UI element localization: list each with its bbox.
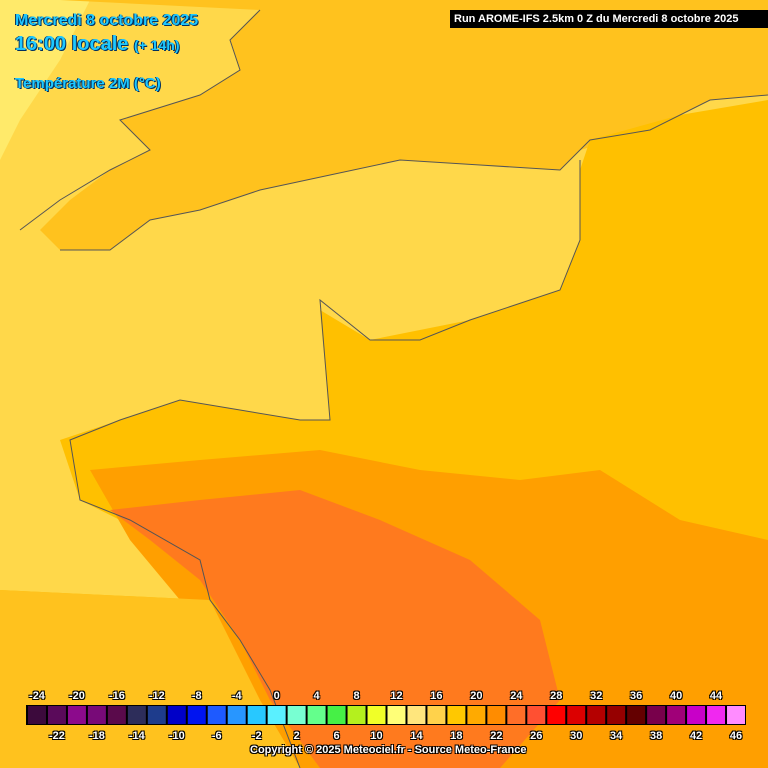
legend-swatch xyxy=(567,706,586,724)
england xyxy=(40,0,768,250)
legend-label: -16 xyxy=(108,690,125,702)
coast-uk xyxy=(19,9,261,231)
coast-france xyxy=(69,160,581,768)
legend-swatch xyxy=(327,706,346,724)
legend-label: 24 xyxy=(510,690,523,702)
legend-label: 28 xyxy=(550,690,563,702)
legend-swatch xyxy=(267,706,286,724)
legend-swatch xyxy=(347,706,366,724)
legend-label: 36 xyxy=(630,690,643,702)
legend-swatch xyxy=(387,706,406,724)
legend-label: 34 xyxy=(610,730,623,742)
legend-swatch xyxy=(407,706,426,724)
legend-swatch xyxy=(627,706,646,724)
legend-swatch xyxy=(87,706,106,724)
legend-frame xyxy=(26,705,746,725)
legend-label: 22 xyxy=(490,730,503,742)
date: Mercredi 8 octobre 2025 xyxy=(15,12,199,29)
coast-uk-south xyxy=(60,94,768,251)
legend-swatch xyxy=(367,706,386,724)
legend-swatch xyxy=(607,706,626,724)
legend-label: -10 xyxy=(168,730,185,742)
legend-label: 40 xyxy=(669,690,683,702)
legend-swatch xyxy=(467,706,486,724)
legend-swatch xyxy=(287,706,306,724)
legend-swatch xyxy=(107,706,126,724)
legend-label: -12 xyxy=(148,690,165,702)
legend-label: 42 xyxy=(689,730,703,742)
copyright: Copyright © 2025 Meteociel.fr - Source M… xyxy=(250,744,527,756)
legend-label: 14 xyxy=(410,730,423,742)
legend-label: 38 xyxy=(650,730,663,742)
legend-swatch xyxy=(67,706,86,724)
legend-swatch xyxy=(207,706,226,724)
legend-swatch xyxy=(127,706,146,724)
run-info: Run AROME-IFS 2.5km 0 Z du Mercredi 8 oc… xyxy=(450,10,768,28)
legend-label: 4 xyxy=(313,690,320,702)
legend-label: -14 xyxy=(128,730,145,742)
legend-label: -8 xyxy=(191,690,202,702)
legend-swatch xyxy=(527,706,546,724)
legend-label: 32 xyxy=(590,690,603,702)
legend-label: -20 xyxy=(68,690,85,702)
legend-label: 0 xyxy=(273,690,280,702)
coastlines xyxy=(19,9,768,768)
legend-label: -24 xyxy=(29,690,45,702)
cool-sea xyxy=(0,0,90,160)
time-value: 16:00 locale xyxy=(15,33,129,55)
legend-swatch xyxy=(47,706,66,724)
legend-label: 12 xyxy=(390,690,403,702)
legend-label: 10 xyxy=(370,730,383,742)
legend-label: 8 xyxy=(353,690,360,702)
legend-swatch xyxy=(227,706,246,724)
legend-label: 6 xyxy=(333,730,340,742)
legend-label: -18 xyxy=(88,730,105,742)
legend-swatch xyxy=(587,706,606,724)
legend-label: 46 xyxy=(729,730,743,742)
legend-swatch xyxy=(427,706,446,724)
legend-swatch xyxy=(687,706,706,724)
legend-swatch xyxy=(707,706,726,724)
legend-swatch xyxy=(507,706,526,724)
legend-label: -6 xyxy=(211,730,222,742)
legend-label: 18 xyxy=(450,730,463,742)
legend-label: -2 xyxy=(251,730,262,742)
legend-swatch xyxy=(667,706,686,724)
legend-swatch xyxy=(247,706,266,724)
legend-label: -4 xyxy=(231,690,242,702)
legend-swatch xyxy=(187,706,206,724)
legend-label: 20 xyxy=(470,690,483,702)
legend-label: -22 xyxy=(49,730,65,742)
hot-zone xyxy=(110,490,560,768)
legend-swatch xyxy=(727,706,745,724)
legend-swatch xyxy=(28,706,46,724)
legend-swatch xyxy=(647,706,666,724)
legend-swatch xyxy=(167,706,186,724)
legend-label: 30 xyxy=(570,730,583,742)
offset: (+ 14h) xyxy=(133,37,180,53)
legend-swatch xyxy=(307,706,326,724)
legend-swatch xyxy=(447,706,466,724)
variable: Température 2M (°C) xyxy=(15,75,161,92)
legend-swatch xyxy=(487,706,506,724)
legend-label: 26 xyxy=(530,730,543,742)
legend-swatch xyxy=(147,706,166,724)
legend-label: 44 xyxy=(709,690,723,702)
legend-label: 2 xyxy=(293,730,300,742)
time: 16:00 locale (+ 14h) xyxy=(15,33,180,56)
legend-swatch xyxy=(547,706,566,724)
legend-label: 16 xyxy=(430,690,443,702)
